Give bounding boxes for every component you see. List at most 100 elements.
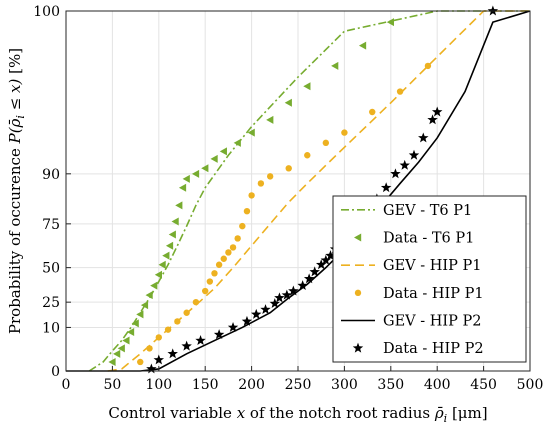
data-point <box>131 319 139 328</box>
data-point <box>285 165 292 172</box>
data-point <box>229 244 237 251</box>
data-point <box>284 98 292 107</box>
series-gev-t6-p1 <box>88 10 530 372</box>
data-point <box>243 207 251 215</box>
data-point <box>146 345 153 352</box>
legend-item: Data - T6 P1 <box>354 231 474 247</box>
data-point <box>192 298 200 306</box>
legend-label: GEV - T6 P1 <box>383 203 472 219</box>
data-point <box>309 266 320 277</box>
series-gev-hip-p2 <box>66 10 531 372</box>
data-point <box>178 183 187 192</box>
data-point <box>399 159 410 170</box>
legend-label: Data - T6 P1 <box>383 231 474 247</box>
y-tick-label: 10 <box>42 320 60 336</box>
data-point <box>427 114 438 125</box>
data-point <box>195 335 206 345</box>
data-point <box>183 309 190 316</box>
data-point <box>175 201 183 210</box>
data-point <box>234 235 241 242</box>
data-point <box>322 139 330 147</box>
data-point <box>390 168 401 179</box>
legend-box <box>332 195 527 363</box>
data-point <box>225 249 232 256</box>
legend-item: Data - HIP P2 <box>352 341 484 357</box>
data-point <box>369 108 376 116</box>
data-point <box>140 301 149 310</box>
y-tick-label: 100 <box>33 4 60 20</box>
x-tick-label: 100 <box>145 377 172 393</box>
series-gev-hip-p1 <box>107 10 530 372</box>
data-point <box>380 182 392 193</box>
data-point <box>266 173 274 180</box>
y-tick-label: 0 <box>51 364 60 380</box>
data-point <box>297 280 308 291</box>
data-point <box>304 152 311 159</box>
y-tick-label: 50 <box>42 261 60 277</box>
data-point <box>213 329 225 340</box>
data-point <box>274 292 285 303</box>
series-data-hip-p1 <box>137 62 432 366</box>
legend-item: Data - HIP P1 <box>354 286 484 302</box>
data-point <box>257 180 265 187</box>
data-point <box>136 310 144 319</box>
data-point <box>162 251 170 260</box>
data-point <box>202 287 209 295</box>
data-point <box>219 147 227 156</box>
data-point <box>210 154 218 163</box>
data-point <box>418 132 429 143</box>
legend-label: GEV - HIP P2 <box>383 314 481 330</box>
y-axis-label: Probability of occurence P(ρ̄i ≤ x) [%] <box>6 48 27 334</box>
series-line <box>88 10 530 372</box>
data-point <box>165 241 174 250</box>
data-point <box>227 321 239 332</box>
data-point <box>191 169 200 178</box>
data-point <box>260 304 271 315</box>
data-point <box>150 281 158 290</box>
data-point <box>126 328 135 337</box>
data-point <box>396 88 404 95</box>
data-point <box>211 270 218 277</box>
data-point <box>266 115 274 124</box>
data-point <box>171 217 179 226</box>
series-data-t6-p1 <box>108 18 394 366</box>
legend: GEV - T6 P1 Data - T6 P1 GEV - HIP P1 Data … <box>332 195 527 363</box>
legend-label: Data - HIP P1 <box>383 286 484 302</box>
data-point <box>331 61 339 70</box>
series-line <box>66 10 531 372</box>
data-point <box>137 358 144 366</box>
data-point <box>146 363 157 374</box>
data-point <box>386 18 394 27</box>
data-point <box>358 41 367 50</box>
data-point <box>320 254 332 265</box>
data-point <box>281 289 293 300</box>
data-point <box>117 344 125 353</box>
data-point <box>113 349 121 358</box>
data-point <box>108 357 116 366</box>
x-tick-label: 50 <box>103 377 121 393</box>
data-point <box>181 340 192 351</box>
y-tick-label: 90 <box>42 167 60 183</box>
data-point <box>174 318 181 325</box>
data-point <box>182 174 190 183</box>
series-line <box>107 10 530 372</box>
data-point <box>303 273 315 284</box>
data-point <box>431 106 443 117</box>
data-point <box>145 291 153 300</box>
data-point <box>220 255 227 262</box>
x-tick-label: 150 <box>192 377 219 393</box>
data-point <box>201 164 209 173</box>
data-point <box>408 149 420 160</box>
data-point <box>341 129 348 136</box>
data-point <box>239 222 246 230</box>
data-point <box>303 82 311 91</box>
y-tick-label: 25 <box>42 295 60 311</box>
data-point <box>154 270 162 279</box>
x-tick-label: 400 <box>424 377 451 393</box>
data-point <box>164 326 172 333</box>
data-point <box>241 315 253 326</box>
data-point <box>288 285 299 296</box>
x-axis-label: Control variable x of the notch root rad… <box>108 404 487 425</box>
data-point <box>233 138 241 147</box>
